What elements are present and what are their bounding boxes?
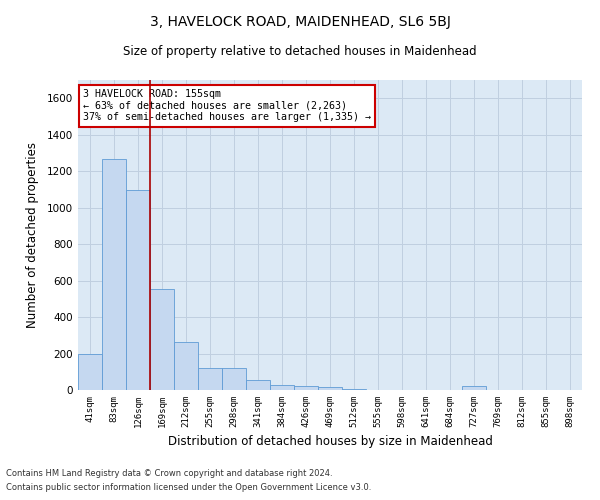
Bar	[462, 386, 486, 390]
Bar	[126, 190, 150, 390]
Text: Contains HM Land Registry data © Crown copyright and database right 2024.: Contains HM Land Registry data © Crown c…	[6, 468, 332, 477]
Text: Contains public sector information licensed under the Open Government Licence v3: Contains public sector information licen…	[6, 484, 371, 492]
Bar	[78, 354, 102, 390]
Bar	[150, 289, 174, 390]
Bar	[342, 389, 366, 390]
Text: Size of property relative to detached houses in Maidenhead: Size of property relative to detached ho…	[123, 45, 477, 58]
Bar	[318, 388, 342, 390]
Bar	[198, 368, 222, 390]
Bar	[270, 384, 294, 390]
Text: 3 HAVELOCK ROAD: 155sqm
← 63% of detached houses are smaller (2,263)
37% of semi: 3 HAVELOCK ROAD: 155sqm ← 63% of detache…	[83, 90, 371, 122]
X-axis label: Distribution of detached houses by size in Maidenhead: Distribution of detached houses by size …	[167, 436, 493, 448]
Bar	[222, 368, 246, 390]
Bar	[102, 160, 126, 390]
Bar	[174, 342, 198, 390]
Bar	[246, 380, 270, 390]
Bar	[294, 386, 318, 390]
Y-axis label: Number of detached properties: Number of detached properties	[26, 142, 38, 328]
Text: 3, HAVELOCK ROAD, MAIDENHEAD, SL6 5BJ: 3, HAVELOCK ROAD, MAIDENHEAD, SL6 5BJ	[149, 15, 451, 29]
